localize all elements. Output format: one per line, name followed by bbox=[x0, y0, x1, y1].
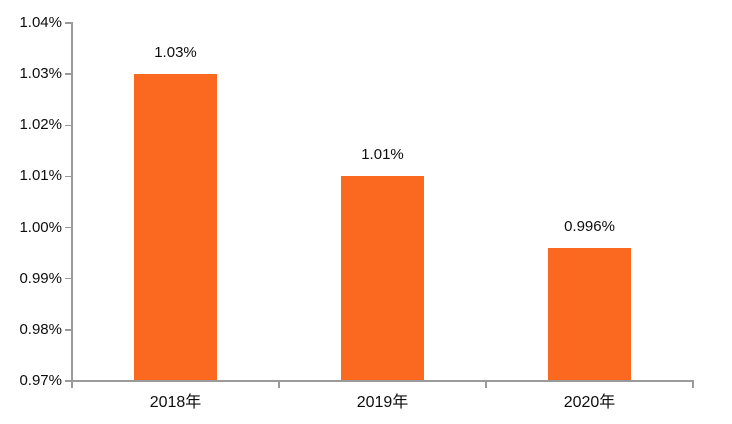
y-axis-tick-label: 1.02% bbox=[19, 116, 62, 134]
y-tick-mark bbox=[65, 380, 72, 382]
y-axis-tick-label: 1.01% bbox=[19, 167, 62, 185]
bar-value-label: 0.996% bbox=[564, 218, 615, 236]
y-tick-mark bbox=[65, 73, 72, 75]
y-tick-mark bbox=[65, 124, 72, 127]
y-tick-mark bbox=[65, 329, 72, 331]
y-axis-tick-label: 0.98% bbox=[19, 320, 62, 338]
y-tick-mark bbox=[65, 175, 72, 178]
bar-value-label: 1.03% bbox=[154, 44, 197, 62]
x-tick-mark bbox=[71, 381, 73, 388]
y-axis-line bbox=[71, 22, 73, 382]
x-axis-category-label: 2019年 bbox=[356, 394, 409, 411]
x-axis-category-label: 2018年 bbox=[149, 394, 202, 411]
x-tick-mark bbox=[485, 381, 487, 388]
y-tick-mark bbox=[65, 226, 72, 229]
x-axis-line bbox=[71, 380, 694, 382]
x-tick-mark bbox=[692, 381, 694, 388]
y-axis-tick-label: 1.00% bbox=[19, 218, 62, 236]
bar bbox=[548, 248, 631, 380]
y-axis-tick-label: 1.03% bbox=[19, 65, 62, 83]
x-axis-category-label: 2020年 bbox=[563, 394, 616, 411]
y-axis-tick-label: 0.97% bbox=[19, 372, 62, 389]
bar bbox=[134, 74, 217, 380]
bar bbox=[341, 176, 424, 380]
y-tick-mark bbox=[65, 277, 72, 280]
bar-value-label: 1.01% bbox=[361, 146, 404, 164]
y-axis-tick-label: 1.04% bbox=[19, 14, 62, 31]
x-tick-mark bbox=[278, 381, 280, 388]
y-axis-tick-label: 0.99% bbox=[19, 269, 62, 287]
y-tick-mark bbox=[65, 22, 72, 24]
